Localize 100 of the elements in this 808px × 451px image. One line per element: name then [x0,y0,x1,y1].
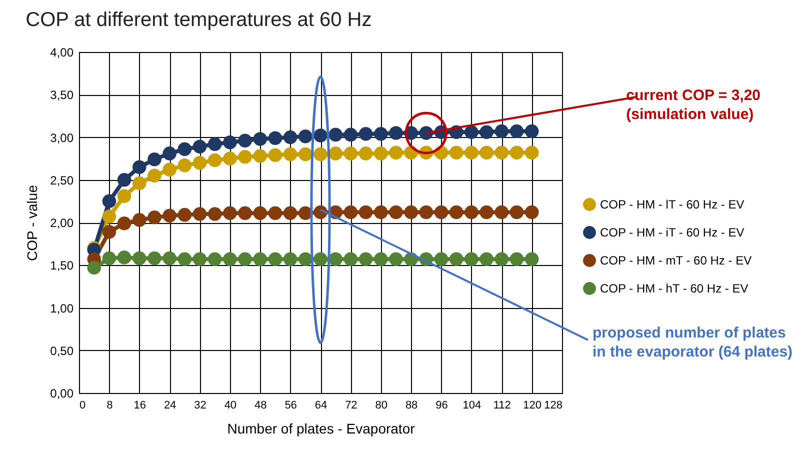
point [449,205,464,220]
point [148,152,162,166]
point [374,205,388,220]
y-tick-label: 1,00 [50,301,74,316]
point [464,252,478,266]
x-tick-label: 48 [254,400,267,412]
point [283,206,298,220]
x-tick-label: 56 [284,400,297,412]
annotation: proposed number of plates in the evaporator (64 plates) [592,324,793,361]
point [208,252,222,266]
point [178,208,192,222]
point [374,252,388,266]
y-tick-label: 3,00 [50,130,74,145]
point [314,147,328,162]
point [223,206,237,220]
point [238,206,252,220]
point [494,252,509,266]
point [510,252,524,266]
y-tick-label: 4,00 [50,46,74,60]
point [434,205,448,220]
point [178,252,192,266]
x-tick-label: 32 [194,400,206,412]
point [510,124,524,138]
point [374,126,388,141]
point [223,152,237,166]
y-tick-label: 0,50 [50,344,74,358]
point [480,146,494,160]
x-tick-label: 80 [375,400,388,412]
point [148,210,162,224]
legend-label: COP - HM - iT - 60 Hz - EV [600,226,744,240]
point [510,146,524,160]
point [253,132,268,146]
point [268,206,282,220]
point [344,205,358,220]
point [524,146,539,160]
point [223,252,237,266]
point [253,149,268,163]
point [178,158,192,172]
point [283,252,298,266]
x-tick-label: 128 [544,400,562,412]
point [524,124,539,138]
point [117,172,132,187]
point [238,252,252,266]
point [238,134,252,148]
point [344,252,358,266]
point [404,205,418,220]
point [449,252,464,266]
point [192,140,207,154]
point [132,213,146,227]
point [328,146,342,160]
point [132,160,146,174]
y-tick-label: 0,00 [50,386,74,400]
point [102,210,116,224]
point [358,252,373,266]
point [389,252,403,266]
point [162,251,176,266]
x-tick-label: 96 [436,400,448,412]
point [480,125,494,140]
x-tick-label: 88 [405,400,418,412]
y-tick-label: 2,00 [50,216,74,230]
point [464,205,478,220]
point [419,205,434,220]
x-axis-title: Number of plates - Evaporator [227,420,416,436]
point [358,205,373,220]
point [283,147,298,162]
point [208,153,222,168]
point [314,128,328,142]
point [283,130,298,144]
legend-label: COP - HM - mT - 60 Hz - EV [600,254,752,268]
point [298,130,312,144]
point [268,252,282,266]
y-tick-label: 2,50 [50,173,74,188]
point [464,146,478,160]
point [102,194,116,208]
x-tick-label: 112 [493,400,511,412]
point [162,146,176,160]
point [374,146,388,160]
y-axis-title: COP - value [24,184,40,261]
y-tick-label: 1,50 [50,258,74,273]
point [328,252,342,266]
point [268,131,282,145]
point [494,124,509,138]
point [314,252,328,266]
point [148,251,162,266]
point [449,146,464,160]
point [117,189,132,203]
point [192,252,207,266]
point [253,252,268,266]
point [480,252,494,266]
point [102,251,116,266]
x-tick-label: 40 [224,400,237,412]
point [344,146,358,160]
x-tick-label: 8 [106,400,113,412]
point [192,156,207,170]
point [132,251,146,266]
point [480,205,494,220]
point [389,126,403,140]
point [298,147,312,162]
point [268,148,282,162]
point [208,207,222,221]
